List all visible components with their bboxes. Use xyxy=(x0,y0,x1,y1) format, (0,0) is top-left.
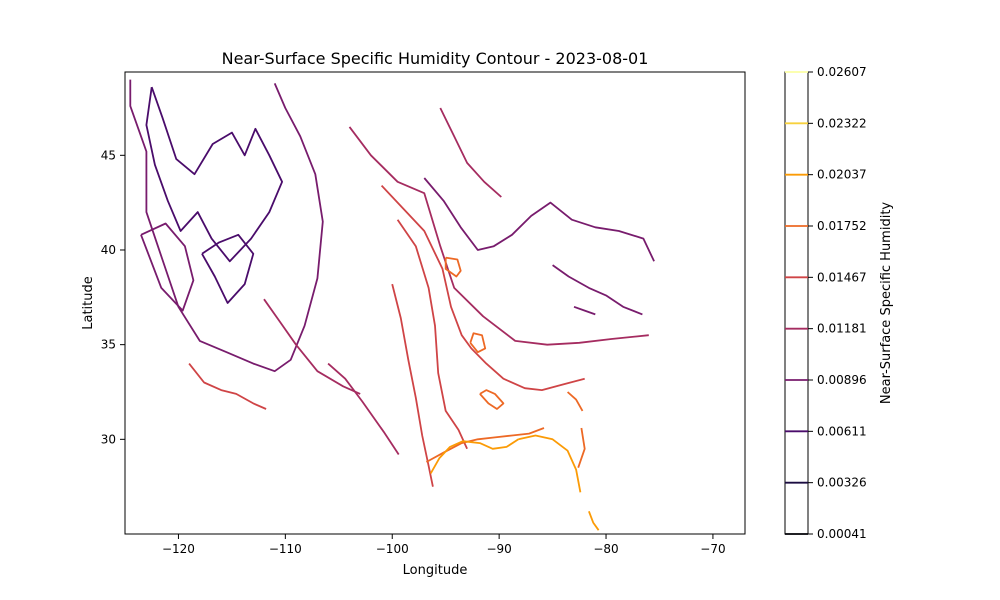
contour-level-0 xyxy=(145,86,284,304)
contour-level-2 xyxy=(263,107,649,455)
colorbar: 0.00041 0.00326 0.00611 0.00896 0.01181 0.014… xyxy=(784,65,894,541)
x-tick-label: −70 xyxy=(700,542,725,556)
contour-line xyxy=(479,389,505,410)
contour-line xyxy=(140,222,195,312)
colorbar-tick-label: 0.02322 xyxy=(817,116,867,130)
contour-line xyxy=(423,177,655,262)
contour-level-5 xyxy=(429,434,600,531)
x-axis: −120 −110 −100 −90 −80 −70 xyxy=(162,534,726,556)
plot-frame xyxy=(124,71,746,535)
x-tick-label: −90 xyxy=(486,542,511,556)
contour-line xyxy=(263,298,361,395)
contour-level-1 xyxy=(129,79,655,373)
contour-line xyxy=(348,126,649,346)
x-tick-label: −120 xyxy=(162,542,195,556)
y-axis: 30 35 40 45 xyxy=(101,148,125,446)
contour-line xyxy=(439,107,502,198)
contour-line xyxy=(145,86,284,263)
contour-lines xyxy=(129,79,655,531)
x-tick-label: −110 xyxy=(269,542,302,556)
contour-line xyxy=(552,264,643,316)
contour-line xyxy=(188,363,267,410)
contour-line xyxy=(588,510,600,531)
contour-line xyxy=(444,256,462,278)
colorbar-tick-label: 0.00611 xyxy=(817,424,867,438)
chart-title: Near-Surface Specific Humidity Contour -… xyxy=(222,49,649,68)
contour-level-3 xyxy=(188,184,585,487)
contour-line xyxy=(518,434,582,493)
y-tick-label: 35 xyxy=(101,338,116,352)
colorbar-tick-label: 0.01752 xyxy=(817,219,867,233)
contour-line xyxy=(577,427,586,468)
colorbar-tick-label: 0.01467 xyxy=(817,270,867,284)
contour-line xyxy=(129,79,324,373)
colorbar-frame xyxy=(784,71,809,535)
contour-line xyxy=(469,332,487,354)
contour-level-4 xyxy=(425,256,586,468)
contour-line xyxy=(567,391,584,412)
colorbar-tick-label: 0.01181 xyxy=(817,322,867,336)
contour-line xyxy=(327,362,400,455)
x-tick-label: −80 xyxy=(593,542,618,556)
x-tick-label: −100 xyxy=(376,542,409,556)
contour-line xyxy=(380,184,585,392)
colorbar-tick-label: 0.00896 xyxy=(817,373,867,387)
contour-line xyxy=(429,438,519,474)
contour-line xyxy=(201,233,255,304)
contour-line xyxy=(396,219,468,450)
colorbar-label: Near-Surface Specific Humidity xyxy=(879,202,894,405)
colorbar-tick-label: 0.02037 xyxy=(817,168,867,182)
y-tick-label: 30 xyxy=(101,432,116,446)
y-tick-label: 40 xyxy=(101,243,116,257)
contour-line xyxy=(573,305,596,316)
colorbar-tick-label: 0.00041 xyxy=(817,527,867,541)
x-axis-label: Longitude xyxy=(403,563,468,578)
colorbar-tick-label: 0.02607 xyxy=(817,65,867,79)
contour-line xyxy=(391,283,434,487)
y-tick-label: 45 xyxy=(101,148,116,162)
y-axis-label: Latitude xyxy=(81,276,96,330)
colorbar-tick-label: 0.00326 xyxy=(817,476,867,490)
